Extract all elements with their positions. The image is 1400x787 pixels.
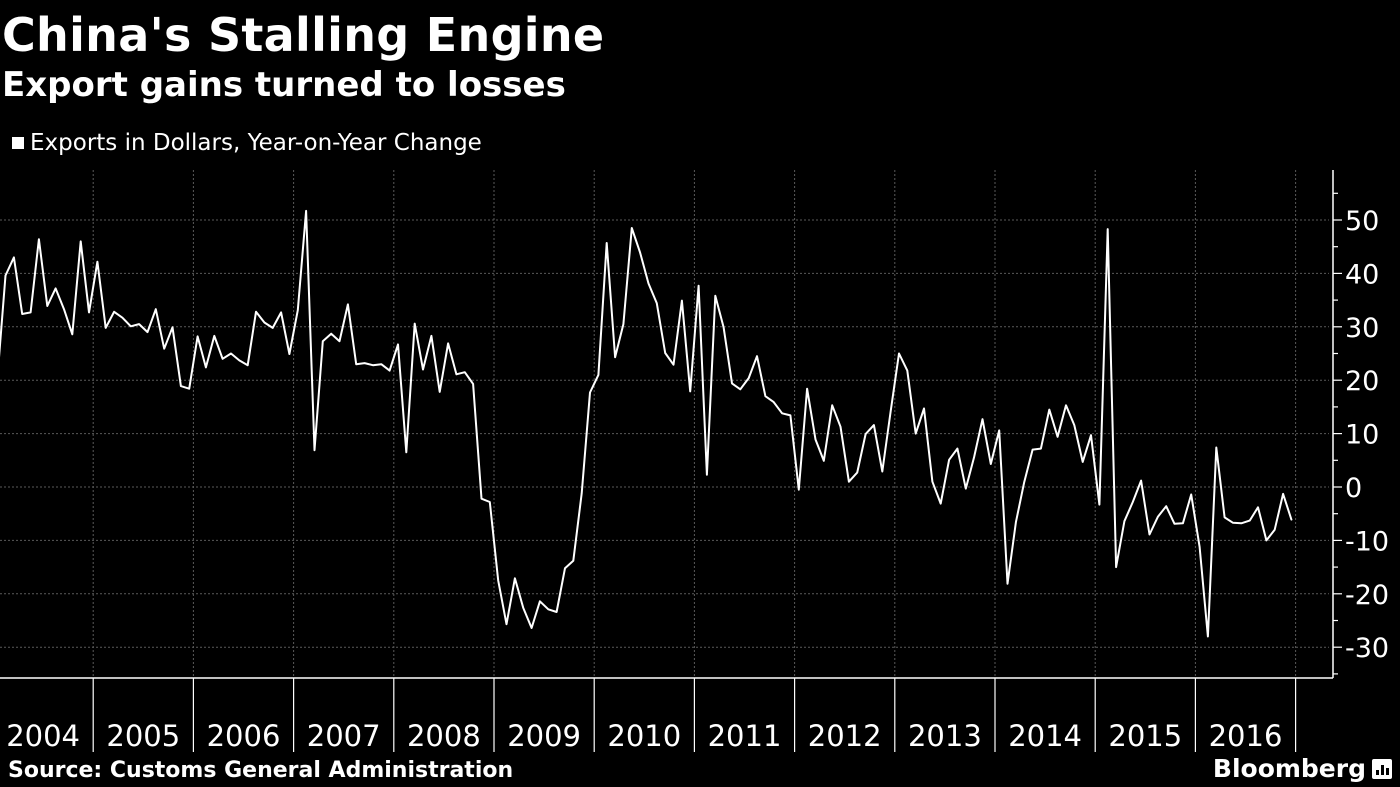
source-note: Source: Customs General Administration: [8, 758, 514, 783]
x-tick-label: 2013: [908, 719, 982, 753]
x-tick-label: 2010: [607, 719, 681, 753]
brand-name: Bloomberg: [1212, 754, 1366, 783]
y-tick-label: 0: [1345, 473, 1362, 504]
x-tick-label: 2006: [207, 719, 281, 753]
x-tick-label: 2015: [1108, 719, 1182, 753]
y-tick-label: 30: [1345, 313, 1379, 344]
x-tick-label: 2009: [507, 719, 581, 753]
chart-title: China's Stalling Engine: [2, 8, 605, 62]
y-tick-label: -10: [1345, 526, 1389, 557]
y-tick-label: 10: [1345, 420, 1379, 451]
y-tick-label: -20: [1345, 580, 1389, 611]
x-tick-label: 2016: [1209, 719, 1283, 753]
series-line-exports: [0, 209, 1293, 638]
x-tick-label: 2008: [407, 719, 481, 753]
x-tick-label: 2014: [1008, 719, 1082, 753]
legend-label: Exports in Dollars, Year-on-Year Change: [30, 130, 482, 156]
brand-logo: Bloomberg: [1213, 754, 1392, 784]
y-tick-label: 40: [1345, 259, 1379, 290]
x-tick-label: 2005: [106, 719, 180, 753]
x-tick-label: 2007: [307, 719, 381, 753]
legend-swatch: [12, 137, 24, 149]
bloomberg-chart-icon: [1372, 759, 1392, 779]
chart-subtitle: Export gains turned to losses: [2, 65, 566, 105]
chart-legend: Exports in Dollars, Year-on-Year Change: [12, 128, 482, 158]
x-tick-label: 2011: [708, 719, 782, 753]
y-tick-label: 20: [1345, 366, 1379, 397]
x-tick-label: 2012: [808, 719, 882, 753]
y-tick-label: 50: [1345, 206, 1379, 237]
x-tick-label: 2004: [6, 719, 80, 753]
y-tick-label: -30: [1345, 633, 1389, 664]
